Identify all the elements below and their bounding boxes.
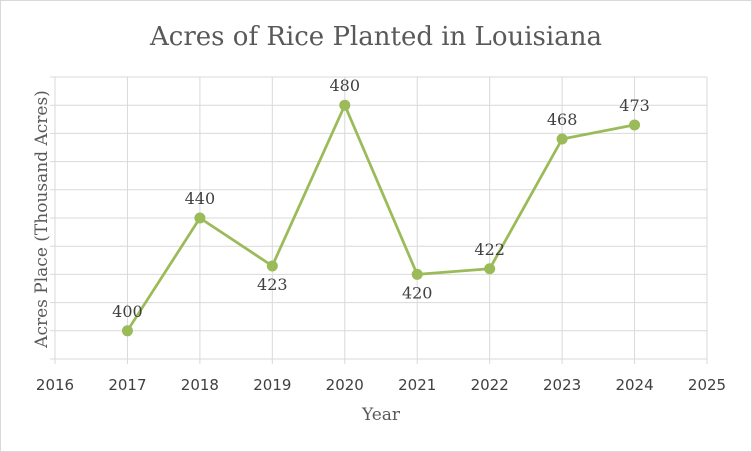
data-point	[411, 268, 423, 280]
x-tick-label: 2020	[326, 376, 364, 394]
data-label: 422	[474, 240, 505, 259]
y-axis-title: Acres Place (Thousand Acres)	[32, 90, 52, 349]
series-line	[126, 103, 635, 332]
data-label: 440	[185, 189, 216, 208]
data-point	[339, 99, 351, 111]
gridlines	[50, 76, 708, 364]
data-label: 420	[402, 283, 433, 302]
data-label: 423	[257, 275, 288, 294]
data-label: 400	[112, 302, 143, 321]
data-point	[121, 325, 133, 337]
chart-title: Acres of Rice Planted in Louisiana	[149, 22, 602, 52]
data-label: 480	[330, 76, 361, 95]
x-tick-label: 2021	[398, 376, 436, 394]
x-tick-label: 2025	[688, 376, 726, 394]
data-point	[629, 119, 641, 131]
x-tick-label: 2019	[253, 376, 291, 394]
x-tick-label: 2024	[615, 376, 653, 394]
data-labels: 400 440 423 480 420 422 468 473	[112, 76, 650, 321]
data-label: 473	[619, 96, 650, 115]
data-point	[484, 263, 496, 275]
data-point	[194, 212, 206, 224]
x-tick-label: 2016	[36, 376, 74, 394]
x-tick-labels: 2016 2017 2018 2019 2020 2021 2022 2023 2024 2025	[36, 376, 726, 394]
data-point	[556, 133, 568, 145]
data-point	[266, 260, 278, 272]
x-axis-title: Year	[361, 405, 401, 425]
series-group	[121, 99, 641, 337]
x-tick-label: 2018	[181, 376, 219, 394]
x-tick-label: 2023	[543, 376, 581, 394]
x-tick-label: 2022	[471, 376, 509, 394]
data-label: 468	[547, 110, 578, 129]
x-tick-label: 2017	[108, 376, 146, 394]
